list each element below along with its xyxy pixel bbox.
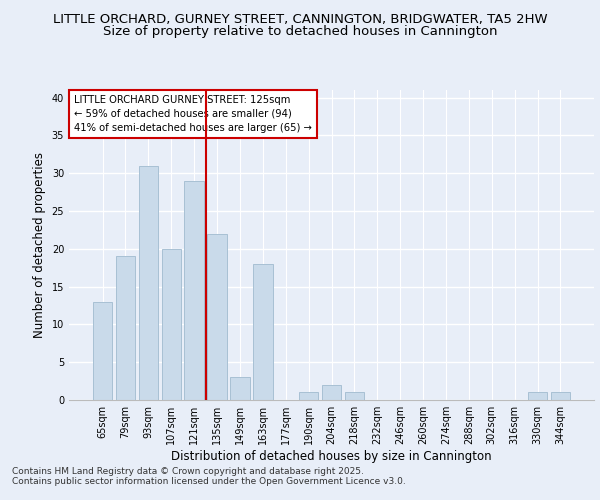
- Text: LITTLE ORCHARD GURNEY STREET: 125sqm
← 59% of detached houses are smaller (94)
4: LITTLE ORCHARD GURNEY STREET: 125sqm ← 5…: [74, 94, 312, 132]
- Text: Contains HM Land Registry data © Crown copyright and database right 2025.: Contains HM Land Registry data © Crown c…: [12, 467, 364, 476]
- Bar: [184, 180, 204, 400]
- Bar: [344, 392, 364, 400]
- Bar: [322, 385, 341, 400]
- Bar: [139, 166, 158, 400]
- Text: LITTLE ORCHARD, GURNEY STREET, CANNINGTON, BRIDGWATER, TA5 2HW: LITTLE ORCHARD, GURNEY STREET, CANNINGTO…: [53, 12, 547, 26]
- Bar: [528, 392, 547, 400]
- Y-axis label: Number of detached properties: Number of detached properties: [33, 152, 46, 338]
- Bar: [299, 392, 319, 400]
- Bar: [253, 264, 272, 400]
- Bar: [230, 378, 250, 400]
- Bar: [551, 392, 570, 400]
- Bar: [208, 234, 227, 400]
- Bar: [93, 302, 112, 400]
- X-axis label: Distribution of detached houses by size in Cannington: Distribution of detached houses by size …: [171, 450, 492, 463]
- Text: Contains public sector information licensed under the Open Government Licence v3: Contains public sector information licen…: [12, 477, 406, 486]
- Bar: [161, 249, 181, 400]
- Text: Size of property relative to detached houses in Cannington: Size of property relative to detached ho…: [103, 25, 497, 38]
- Bar: [116, 256, 135, 400]
